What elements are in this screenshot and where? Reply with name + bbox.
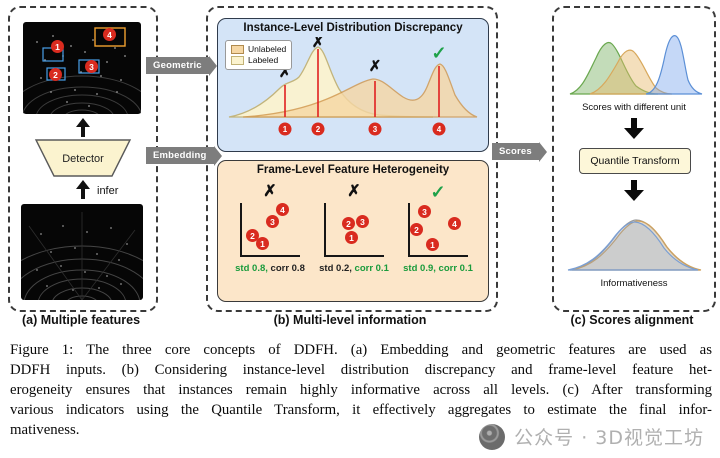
- panel-a-caption: (a) Multiple features: [21, 313, 141, 327]
- caption-line: Figure 1: The three core concepts of DDF…: [10, 342, 712, 358]
- scatter-plot: 2 3 1: [324, 203, 384, 257]
- distribution-chart: ✗ ✗ ✗ ✓ 1 2 3 4: [228, 37, 478, 136]
- panel-c-caption: (c) Scores alignment: [570, 313, 694, 327]
- std-value: std 0.9,: [403, 263, 436, 274]
- infer-label: infer: [97, 185, 119, 197]
- point-badge: 1: [256, 237, 269, 250]
- check-mark-icon: ✓: [430, 182, 446, 202]
- embedding-arrow: Embedding: [146, 147, 214, 164]
- caption-line: DDFH inputs. (b) Considering instance-le…: [10, 362, 712, 378]
- stats-label: std 0.8, corr 0.8: [230, 263, 310, 274]
- point-cloud-annotated: 1 2 3 4: [5, 22, 159, 161]
- point-badge: 3: [266, 215, 279, 228]
- lidar-scene-image: [5, 22, 159, 161]
- informativeness-chart: [567, 219, 702, 271]
- point-badge: 3: [356, 215, 369, 228]
- figure-caption: Figure 1: The three core concepts of DDF…: [10, 340, 712, 440]
- panel-scores-alignment: Scores with different unit Quantile Tran…: [552, 6, 716, 312]
- stats-label: std 0.9, corr 0.1: [398, 263, 478, 274]
- frame-level-box: Frame-Level Feature Heterogeneity ✗ 4 3 …: [217, 160, 489, 302]
- frame-plot-1: ✗ 4 3 2 1 std 0.8, corr 0.8: [230, 183, 310, 274]
- watermark: 公众号 · 3D视觉工坊: [479, 423, 704, 450]
- arrow-up-icon: [75, 118, 91, 137]
- point-badge: 2: [316, 125, 321, 134]
- quantile-transform-box: Quantile Transform: [579, 148, 691, 174]
- distribution-legend: Unlabeled Labeled: [225, 40, 293, 70]
- corr-value: corr 0.1: [354, 263, 389, 274]
- cross-mark-icon: ✗: [263, 183, 277, 200]
- instance-badge: 1: [51, 40, 64, 53]
- point-badge: 4: [448, 217, 461, 230]
- instance-badge: 4: [103, 28, 116, 41]
- caption-line: mativeness.: [10, 422, 80, 438]
- corr-value: corr 0.1: [438, 263, 473, 274]
- point-badge: 4: [437, 125, 442, 134]
- unlabeled-swatch-icon: [231, 45, 244, 54]
- lidar-bev-image: [0, 204, 175, 363]
- instance-level-title: Instance-Level Distribution Discrepancy: [243, 22, 463, 34]
- detector-label: Detector: [62, 153, 104, 165]
- scores-caption: Scores with different unit: [582, 102, 686, 113]
- cross-mark-icon: ✗: [369, 58, 382, 75]
- panel-multi-level-information: Instance-Level Distribution Discrepancy …: [206, 6, 498, 312]
- point-cloud-raw: [0, 204, 175, 363]
- frame-plot-3: ✓ 3 2 4 1 std 0.9, corr 0.1: [398, 183, 478, 274]
- caption-line: various indicators using the Quantile Tr…: [10, 402, 712, 418]
- scatter-plot: 4 3 2 1: [240, 203, 300, 257]
- instance-level-box: Instance-Level Distribution Discrepancy …: [217, 18, 489, 152]
- informativeness-caption: Informativeness: [600, 278, 668, 289]
- camera-icon: [479, 423, 506, 450]
- scatter-plot: 3 2 4 1: [408, 203, 468, 257]
- score-distributions-chart: [569, 35, 703, 95]
- cross-mark-icon: ✗: [347, 183, 361, 200]
- instance-point-badges: 1 2 3 4: [278, 122, 446, 136]
- labeled-swatch-icon: [231, 56, 244, 65]
- unlabeled-distribution-curve: [242, 63, 478, 118]
- panel-multiple-features: 1 2 3 4 Detector infer: [0, 6, 175, 363]
- panel-b-caption: (b) Multi-level information: [273, 313, 427, 327]
- point-badge: 1: [283, 125, 288, 134]
- point-badge: 2: [246, 229, 259, 242]
- point-badge: 4: [276, 203, 289, 216]
- point-badge: 3: [373, 125, 378, 134]
- frame-plots: ✗ 4 3 2 1 std 0.8, corr 0.8 ✗ 2: [218, 183, 488, 299]
- arrow-up-icon: [75, 180, 91, 199]
- corr-value: corr 0.8: [270, 263, 305, 274]
- legend-labeled-label: Labeled: [248, 55, 279, 65]
- frame-level-title: Frame-Level Feature Heterogeneity: [256, 164, 450, 176]
- watermark-text: 公众号 · 3D视觉工坊: [514, 427, 704, 449]
- stats-label: std 0.2, corr 0.1: [314, 263, 394, 274]
- point-badge: 2: [342, 217, 355, 230]
- point-badge: 2: [410, 223, 423, 236]
- std-value: std 0.2,: [319, 263, 352, 274]
- discrepancy-lines: [284, 49, 440, 117]
- arrow-down-icon: [624, 180, 644, 201]
- check-mark-icon: ✓: [431, 43, 446, 63]
- tan-score-curve: [589, 49, 673, 95]
- point-badge: 3: [418, 205, 431, 218]
- legend-unlabeled-label: Unlabeled: [248, 44, 287, 54]
- arrow-down-icon: [624, 118, 644, 139]
- detector-block: Detector: [34, 139, 132, 177]
- geometric-arrow: Geometric: [146, 57, 209, 74]
- blue-score-curve: [645, 35, 703, 95]
- std-value: std 0.8,: [235, 263, 268, 274]
- point-badge: 1: [345, 231, 358, 244]
- instance-badge: 3: [85, 60, 98, 73]
- point-badge: 1: [426, 238, 439, 251]
- aligned-curve-blue: [567, 221, 699, 271]
- instance-badge: 2: [49, 68, 62, 81]
- scores-arrow: Scores: [492, 143, 539, 160]
- aligned-curve-tan: [571, 220, 702, 271]
- cross-mark-icon: ✗: [312, 37, 325, 51]
- frame-plot-2: ✗ 2 3 1 std 0.2, corr 0.1: [314, 183, 394, 274]
- caption-line: erogeneity ensures that instances remain…: [10, 382, 712, 398]
